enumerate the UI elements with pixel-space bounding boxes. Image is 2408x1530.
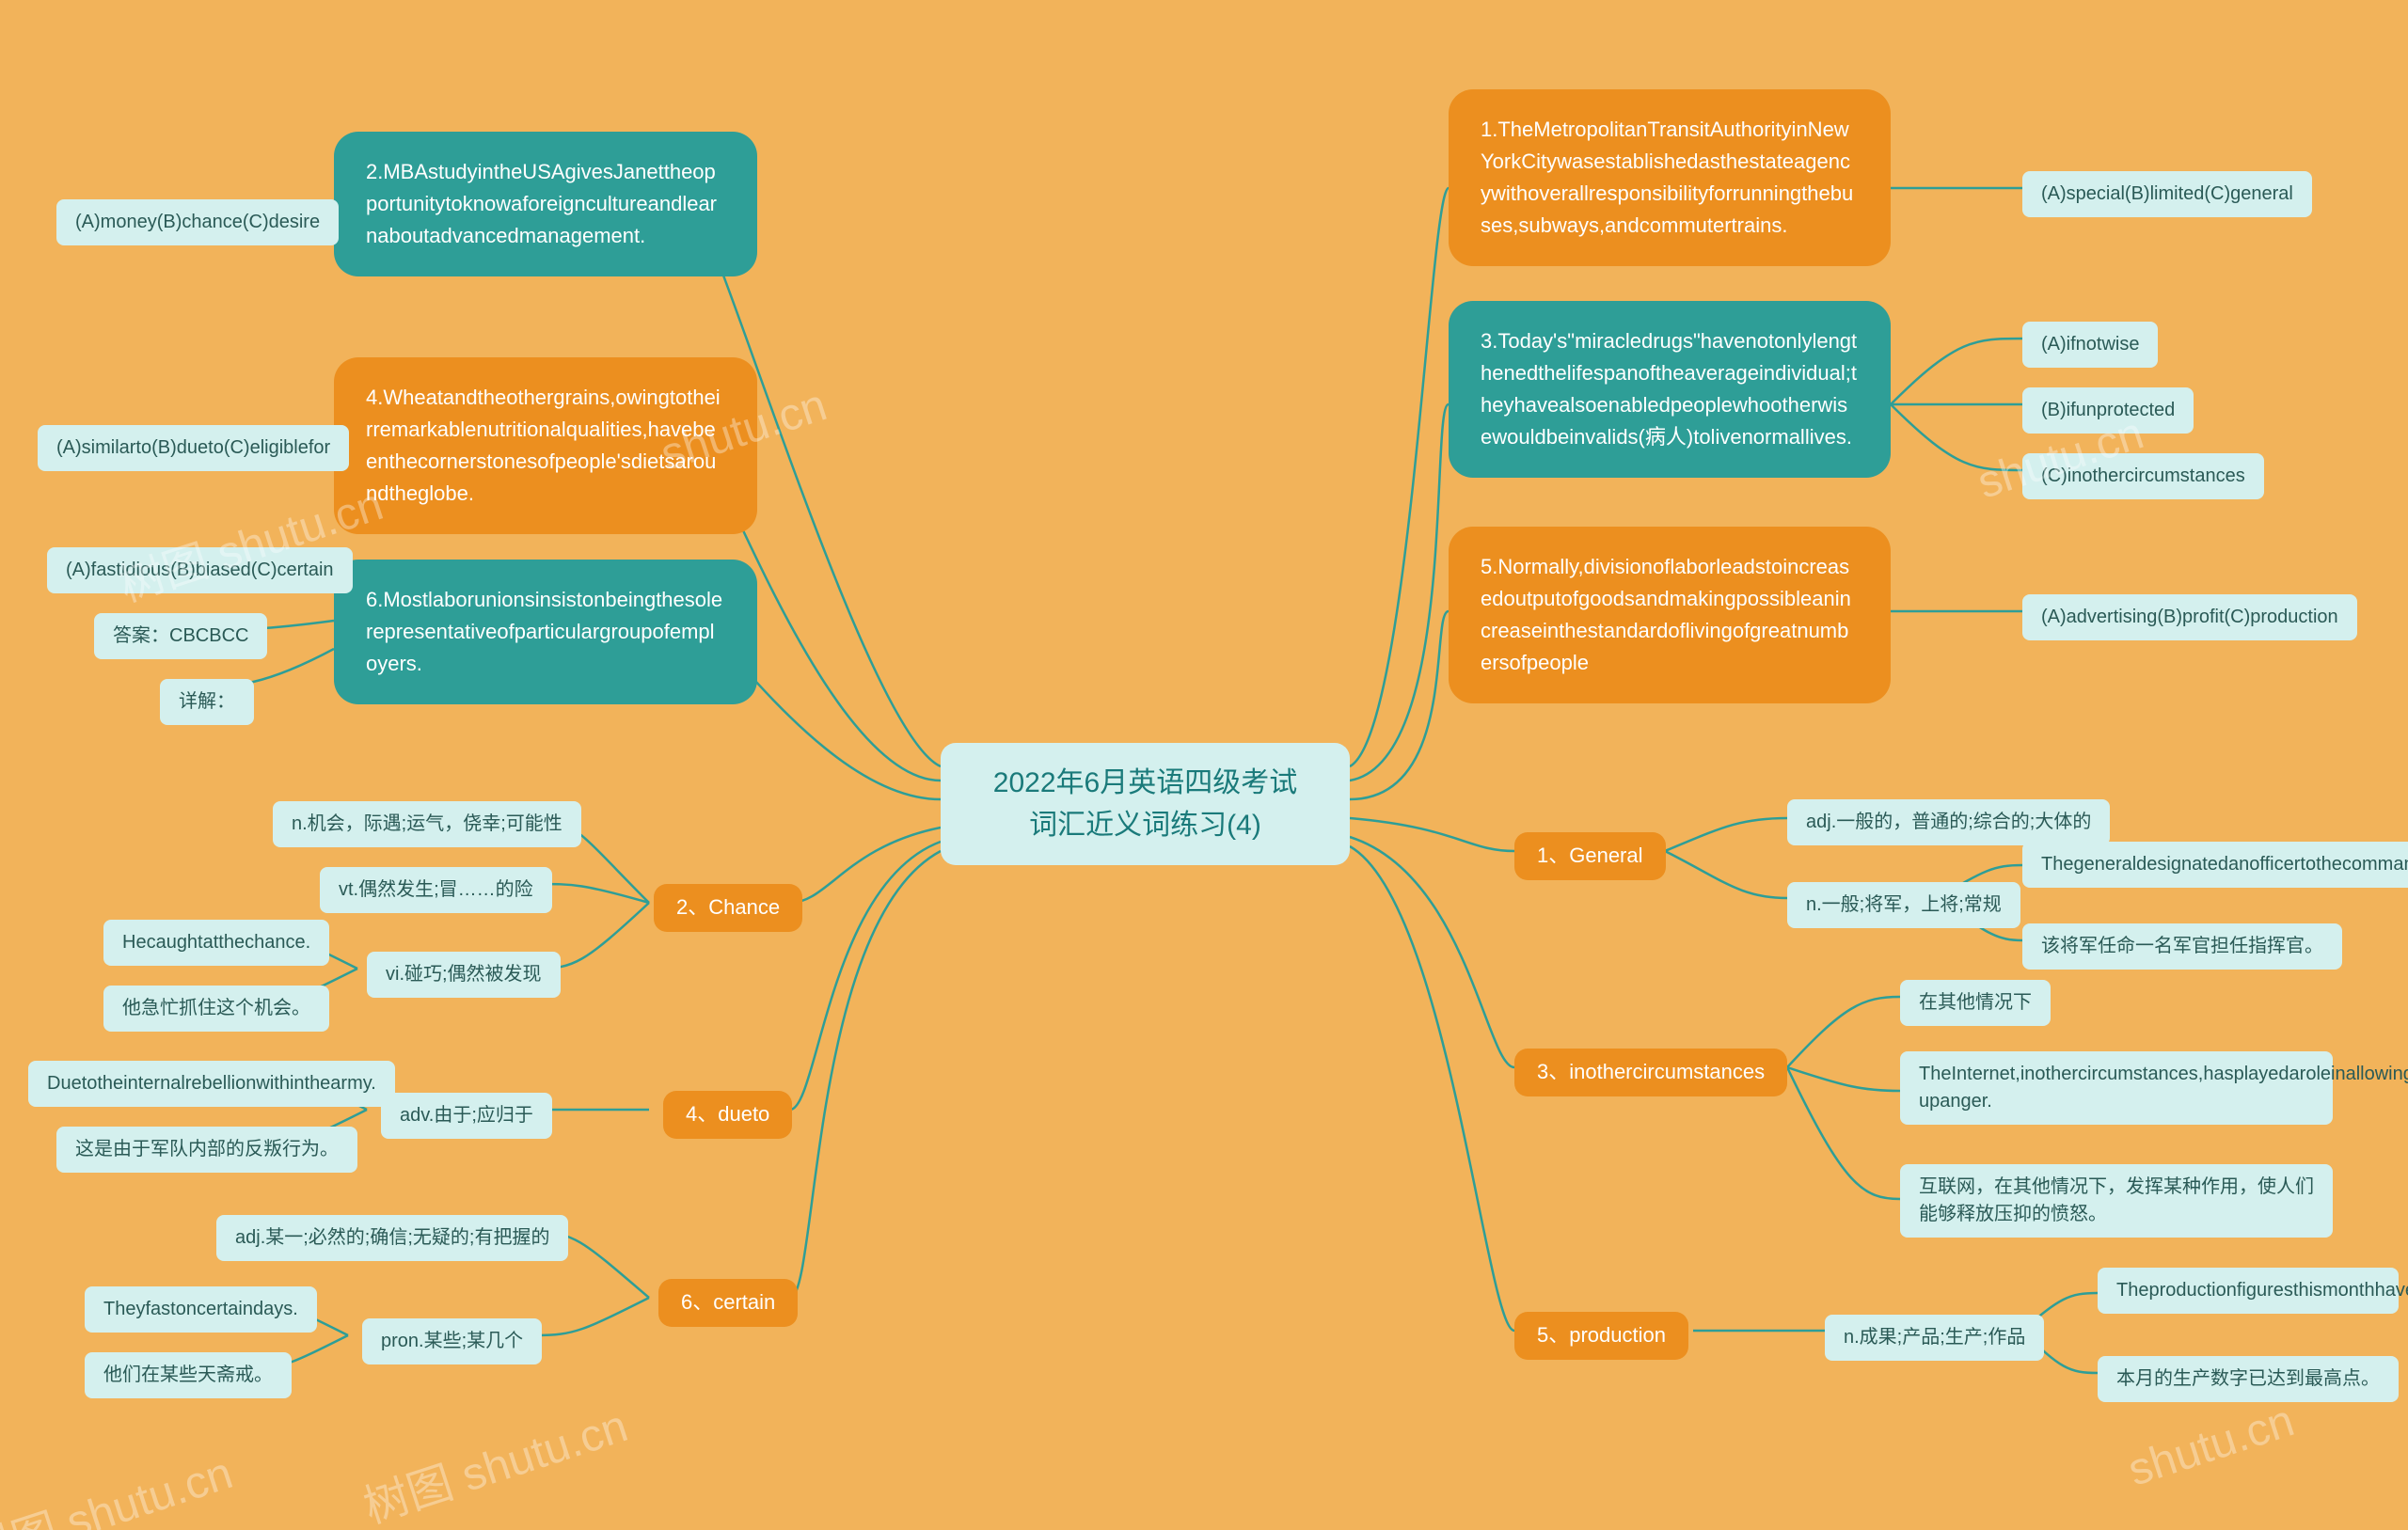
q4-node: 4.Wheatandtheothergrains,owingtotheirrem…	[334, 357, 757, 534]
w6-pron: pron.某些;某几个	[362, 1318, 542, 1364]
q3-b: (B)ifunprotected	[2022, 387, 2194, 434]
q3-c: (C)inothercircumstances	[2022, 453, 2264, 499]
watermark-6: 树图 shutu.cn	[0, 1436, 239, 1530]
q5-node: 5.Normally,divisionoflaborleadstoincreas…	[1449, 527, 1891, 703]
w5-ex-zh: 本月的生产数字已达到最高点。	[2098, 1356, 2399, 1402]
w4-ex-zh: 这是由于军队内部的反叛行为。	[56, 1127, 357, 1173]
q4-ans: (A)similarto(B)dueto(C)eligiblefor	[38, 425, 349, 471]
w4-ex-en: Duetotheinternalrebellionwithinthearmy.	[28, 1061, 395, 1107]
w3-m: 在其他情况下	[1900, 980, 2051, 1026]
w2-ex-en: Hecaughtatthechance.	[103, 920, 329, 966]
w3-pill: 3、inothercircumstances	[1514, 1049, 1787, 1096]
center-line1: 2022年6月英语四级考试	[978, 762, 1312, 804]
w6-pill: 6、certain	[658, 1279, 798, 1327]
w6-ex-en: Theyfastoncertaindays.	[85, 1286, 317, 1333]
q2-ans: (A)money(B)chance(C)desire	[56, 199, 339, 245]
w2-pill: 2、Chance	[654, 884, 802, 932]
w5-ex-en: Theproductionfiguresthismonthhavetoppedo…	[2098, 1268, 2399, 1314]
w3-ex-en: TheInternet,inothercircumstances,hasplay…	[1900, 1051, 2333, 1125]
w1-pill: 1、General	[1514, 832, 1666, 880]
q2-node: 2.MBAstudyintheUSAgivesJanettheopportuni…	[334, 132, 757, 276]
w5-n: n.成果;产品;生产;作品	[1825, 1315, 2044, 1361]
w6-ex-zh: 他们在某些天斋戒。	[85, 1352, 292, 1398]
w2-ex-zh: 他急忙抓住这个机会。	[103, 986, 329, 1032]
q6-a: (A)fastidious(B)biased(C)certain	[47, 547, 353, 593]
w1-n: n.一般;将军，上将;常规	[1787, 882, 2020, 928]
q6-exp: 详解：	[160, 679, 254, 725]
q6-key: 答案：CBCBCC	[94, 613, 267, 659]
q3-a: (A)ifnotwise	[2022, 322, 2158, 368]
center-node: 2022年6月英语四级考试 词汇近义词练习(4)	[941, 743, 1350, 865]
w4-adv: adv.由于;应归于	[381, 1093, 552, 1139]
watermark-4: shutu.cn	[2122, 1395, 2301, 1496]
q5-ans: (A)advertising(B)profit(C)production	[2022, 594, 2357, 640]
q1-ans: (A)special(B)limited(C)general	[2022, 171, 2312, 217]
q3-node: 3.Today's"miracledrugs"havenotonlylength…	[1449, 301, 1891, 478]
watermark-5: 树图 shutu.cn	[354, 1389, 634, 1530]
w1-adj: adj.一般的，普通的;综合的;大体的	[1787, 799, 2110, 845]
w4-pill: 4、dueto	[663, 1091, 792, 1139]
w2-vt: vt.偶然发生;冒……的险	[320, 867, 552, 913]
w6-adj: adj.某一;必然的;确信;无疑的;有把握的	[216, 1215, 568, 1261]
q6-node: 6.Mostlaborunionsinsistonbeingthesolerep…	[334, 560, 757, 704]
w5-pill: 5、production	[1514, 1312, 1688, 1360]
w2-n: n.机会，际遇;运气，侥幸;可能性	[273, 801, 581, 847]
w1-ex-zh: 该将军任命一名军官担任指挥官。	[2022, 923, 2342, 970]
w1-ex-en: Thegeneraldesignatedanofficertothecomman…	[2022, 842, 2408, 888]
w2-vi: vi.碰巧;偶然被发现	[367, 952, 561, 998]
center-line2: 词汇近义词练习(4)	[978, 804, 1312, 846]
w3-ex-zh: 互联网，在其他情况下，发挥某种作用，使人们能够释放压抑的愤怒。	[1900, 1164, 2333, 1238]
q1-node: 1.TheMetropolitanTransitAuthorityinNewYo…	[1449, 89, 1891, 266]
